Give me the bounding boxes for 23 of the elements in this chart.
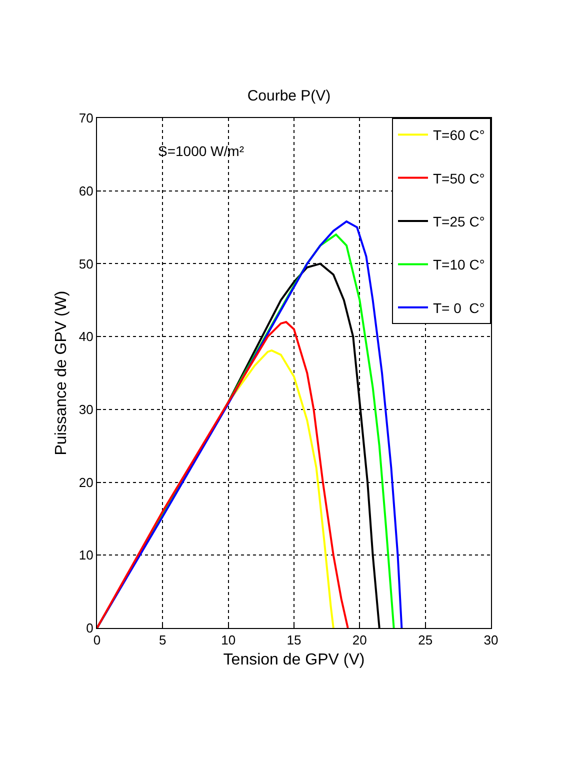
- annotation: S=1000 W/m²: [158, 143, 244, 159]
- x-tick-label: 10: [221, 632, 236, 648]
- chart-title: Courbe P(V): [247, 87, 331, 104]
- x-tick-label: 15: [286, 632, 302, 648]
- y-axis-title: Puissance de GPV (W): [52, 290, 70, 456]
- legend-label: T=50 C°: [433, 170, 485, 186]
- y-tick-label: 70: [78, 110, 94, 126]
- x-tick-label: 5: [159, 632, 166, 648]
- y-tick-label: 0: [86, 620, 94, 636]
- y-tick-label: 50: [78, 256, 94, 272]
- legend-label: T= 0 C°: [433, 300, 485, 316]
- y-tick-label: 40: [78, 329, 94, 344]
- legend-label: T=25 C°: [433, 213, 485, 230]
- x-tick-label: 30: [484, 632, 498, 648]
- legend-label: T=60 C°: [433, 127, 485, 144]
- x-tick-label: 25: [418, 632, 433, 648]
- y-tick-label: 60: [78, 183, 94, 198]
- y-tick-label: 30: [78, 402, 94, 417]
- x-axis-title: Tension de GPV (V): [223, 651, 365, 668]
- legend-label: T=10 C°: [433, 256, 485, 273]
- y-tick-label: 10: [78, 548, 94, 563]
- y-tick-label: 20: [78, 474, 94, 490]
- x-tick-label: 20: [352, 632, 367, 648]
